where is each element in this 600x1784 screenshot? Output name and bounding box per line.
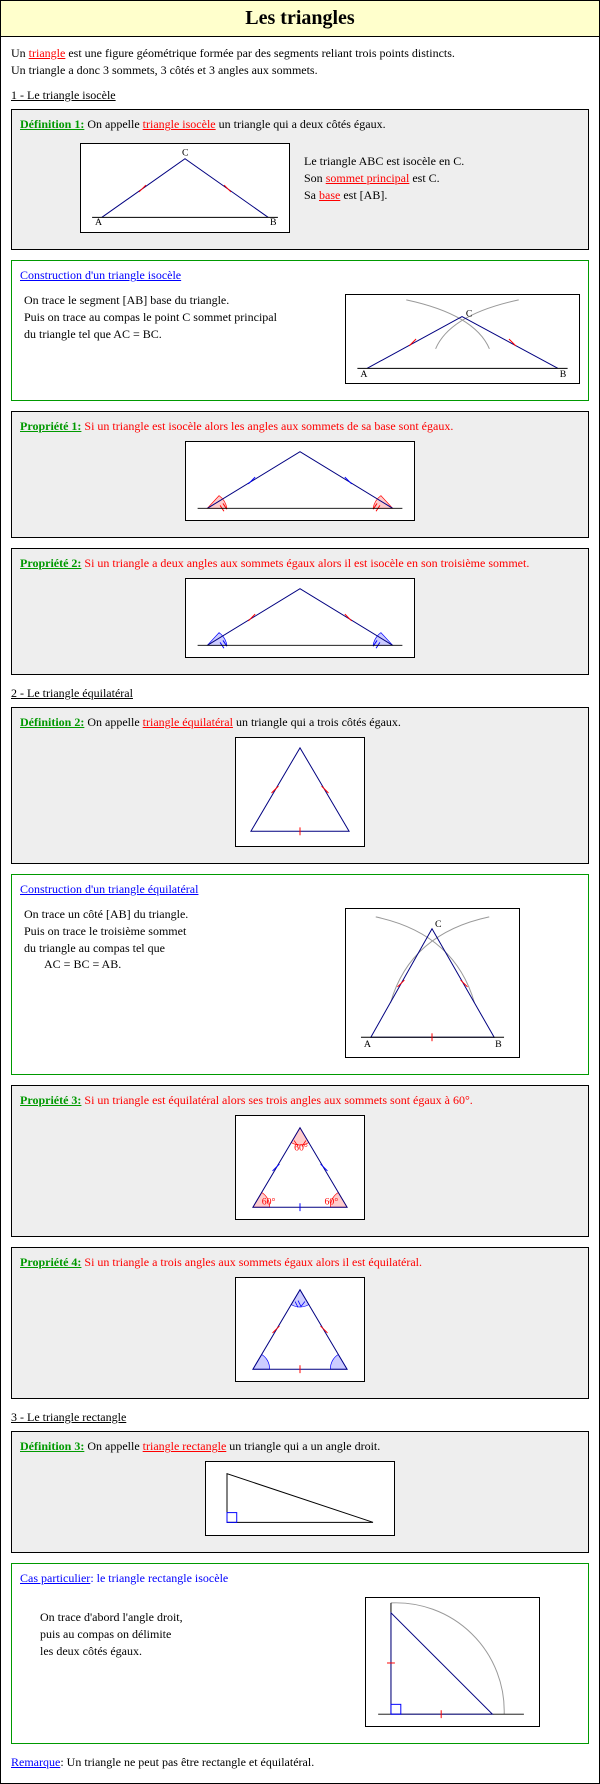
content-area: Un triangle est une figure géométrique f…: [1, 37, 599, 1783]
property-2-box: Propriété 2: Si un triangle a deux angle…: [11, 548, 589, 675]
definition-1-box: Définition 1: On appelle triangle isocèl…: [11, 109, 589, 250]
def3-ta: On appelle: [84, 1439, 142, 1453]
def2-ta: On appelle: [84, 715, 142, 729]
svg-text:C: C: [182, 148, 189, 159]
svg-text:B: B: [560, 369, 567, 380]
figure-isocele-def: A B C: [80, 143, 290, 233]
remarque: Remarque: Un triangle ne peut pas être r…: [11, 1754, 589, 1771]
figure-rect-iso: [365, 1597, 540, 1727]
svg-text:C: C: [466, 308, 473, 319]
cas-l3: les deux côtés égaux.: [40, 1644, 142, 1658]
construction-equi-box: Construction d'un triangle équilatéral O…: [11, 874, 589, 1075]
figure-prop2: [185, 578, 415, 658]
def3-tb: un triangle qui a un angle droit.: [226, 1439, 380, 1453]
svg-text:60°: 60°: [262, 1196, 276, 1207]
remarque-text: : Un triangle ne peut pas être rectangle…: [60, 1755, 314, 1769]
svg-text:B: B: [495, 1039, 502, 1050]
prop2-text: Si un triangle a deux angles aux sommets…: [81, 556, 529, 570]
definition-1-label: Définition 1:: [20, 117, 84, 131]
figure-prop4: [235, 1277, 365, 1382]
svg-text:A: A: [95, 217, 102, 228]
def1-side-l3b: est [AB].: [340, 188, 387, 202]
def1-side-l2a: Son: [304, 171, 326, 185]
svg-text:B: B: [270, 217, 277, 228]
cas-header-a: Cas particulier: [20, 1571, 90, 1585]
figure-rect-def: [205, 1461, 395, 1536]
def1-tb: un triangle qui a deux côtés égaux.: [216, 117, 386, 131]
property-4-box: Propriété 4: Si un triangle a trois angl…: [11, 1247, 589, 1399]
def2-tb: un triangle qui a trois côtés égaux.: [233, 715, 401, 729]
constr-iso-l3: du triangle tel que AC = BC.: [24, 327, 162, 341]
def2-label: Définition 2:: [20, 715, 84, 729]
section-1-heading: 1 - Le triangle isocèle: [11, 87, 589, 104]
constr-equi-l4: AC = BC = AB.: [24, 957, 121, 971]
term-base: base: [319, 188, 340, 202]
svg-text:60°: 60°: [325, 1196, 339, 1207]
def1-ta: On appelle: [84, 117, 142, 131]
figure-equi-def: [235, 737, 365, 847]
constr-equi-l3: du triangle au compas tel que: [24, 941, 165, 955]
term-equilateral: triangle équilatéral: [143, 715, 233, 729]
prop1-text: Si un triangle est isocèle alors les ang…: [81, 419, 453, 433]
prop1-label: Propriété 1:: [20, 419, 81, 433]
prop4-text: Si un triangle a trois angles aux sommet…: [81, 1255, 422, 1269]
remarque-label: Remarque: [11, 1755, 60, 1769]
svg-text:A: A: [360, 369, 367, 380]
svg-text:A: A: [364, 1039, 372, 1050]
document: Les triangles Un triangle est une figure…: [0, 0, 600, 1784]
figure-prop3: 60° 60° 60°: [235, 1115, 365, 1220]
def1-side-l2b: est C.: [409, 171, 439, 185]
cas-header-b: : le triangle rectangle isocèle: [90, 1571, 228, 1585]
def1-side-l3a: Sa: [304, 188, 319, 202]
term-triangle: triangle: [29, 46, 66, 60]
svg-text:C: C: [435, 919, 442, 930]
constr-iso-l2: Puis on trace au compas le point C somme…: [24, 310, 277, 324]
constr-equi-header: Construction d'un triangle équilatéral: [20, 881, 580, 898]
constr-equi-l2: Puis on trace le troisième sommet: [24, 924, 186, 938]
section-3-heading: 3 - Le triangle rectangle: [11, 1409, 589, 1426]
def3-label: Définition 3:: [20, 1439, 84, 1453]
constr-iso-l1: On trace le segment [AB] base du triangl…: [24, 293, 229, 307]
constr-equi-l1: On trace un côté [AB] du triangle.: [24, 907, 188, 921]
cas-l1: On trace d'abord l'angle droit,: [40, 1610, 183, 1624]
prop4-label: Propriété 4:: [20, 1255, 81, 1269]
section-2-heading: 2 - Le triangle équilatéral: [11, 685, 589, 702]
cas-particulier-box: Cas particulier: le triangle rectangle i…: [11, 1563, 589, 1744]
def1-side-l1: Le triangle ABC est isocèle en C.: [304, 154, 464, 168]
page-title: Les triangles: [1, 1, 599, 37]
prop2-label: Propriété 2:: [20, 556, 81, 570]
figure-isocele-constr: A B C: [345, 294, 580, 384]
construction-isocele-box: Construction d'un triangle isocèle On tr…: [11, 260, 589, 401]
prop3-text: Si un triangle est équilatéral alors ses…: [81, 1093, 472, 1107]
term-sommet-principal: sommet principal: [326, 171, 410, 185]
intro-l2: Un triangle a donc 3 sommets, 3 côtés et…: [11, 63, 318, 77]
prop3-label: Propriété 3:: [20, 1093, 81, 1107]
definition-3-box: Définition 3: On appelle triangle rectan…: [11, 1431, 589, 1553]
intro-l1b: est une figure géométrique formée par de…: [65, 46, 455, 60]
figure-prop1: [185, 441, 415, 521]
term-isocele: triangle isocèle: [143, 117, 216, 131]
property-1-box: Propriété 1: Si un triangle est isocèle …: [11, 411, 589, 538]
property-3-box: Propriété 3: Si un triangle est équilaté…: [11, 1085, 589, 1237]
cas-l2: puis au compas on délimite: [40, 1627, 171, 1641]
intro-paragraph: Un triangle est une figure géométrique f…: [11, 45, 589, 79]
intro-l1a: Un: [11, 46, 29, 60]
term-rectangle: triangle rectangle: [143, 1439, 227, 1453]
definition-2-box: Définition 2: On appelle triangle équila…: [11, 707, 589, 864]
figure-equi-constr: A B C: [345, 908, 520, 1058]
constr-iso-header: Construction d'un triangle isocèle: [20, 267, 580, 284]
